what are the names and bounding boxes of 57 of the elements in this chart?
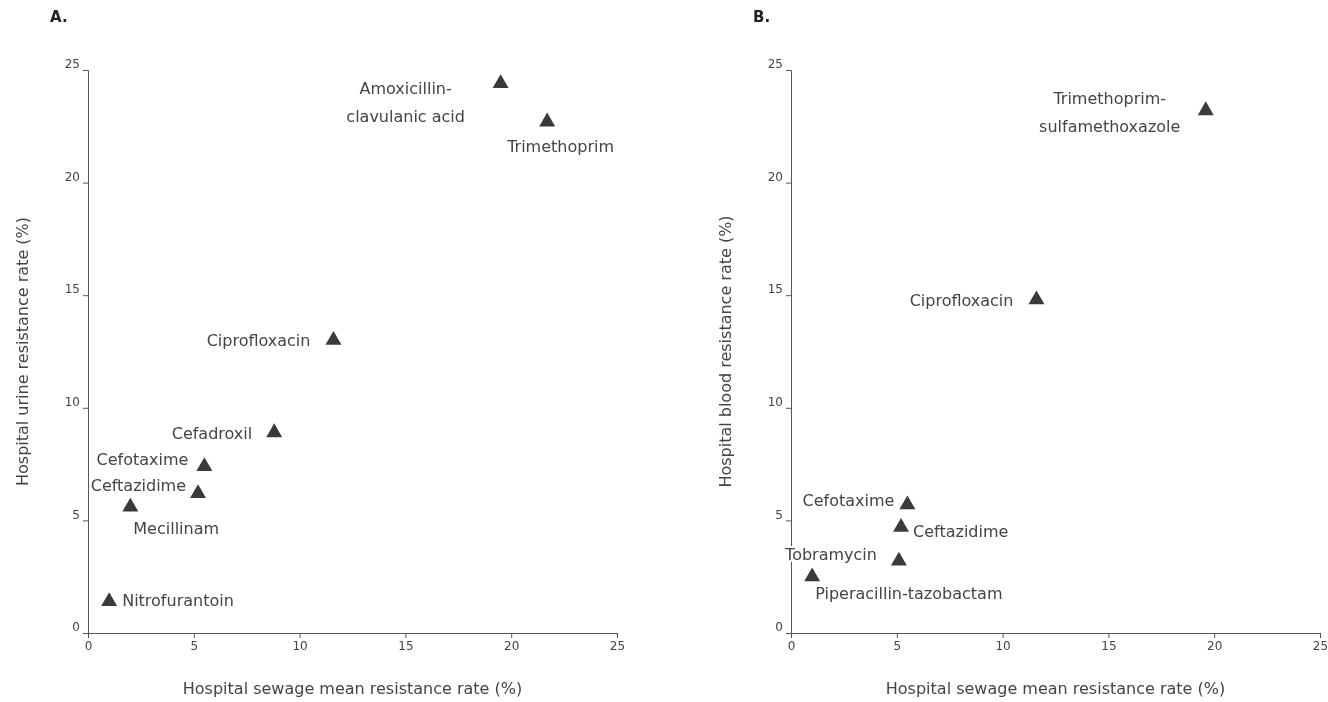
x-tick-label: 25 [609,638,626,653]
annotation: Nitrofurantoin [122,591,234,611]
annotation: Piperacillin-tazobactam [815,583,1003,603]
y-tick-label: 25 [64,57,80,72]
point [890,551,907,566]
y-tick-label: 15 [64,282,80,297]
annotation: Trimethoprim [506,136,615,156]
x-tick-label: 15 [1101,638,1117,653]
point [492,74,509,89]
chart-title: B. [753,8,771,26]
x-tick-label: 20 [1207,638,1223,653]
x-tick-label: 0 [787,638,796,653]
y-tick-label: 10 [767,394,783,409]
annotation: Ciprofloxacin [206,331,311,351]
x-tick-label: 5 [190,638,199,653]
point [325,331,342,345]
point [1197,101,1214,116]
y-tick-label: 5 [775,507,783,522]
y-tick-label: 5 [72,507,80,522]
x-tick-label: 10 [995,638,1011,653]
annotation: Ciprofloxacin [909,290,1014,310]
annotation: Ceftazidime [90,476,187,496]
y-tick-label: 0 [72,620,80,635]
x-axis-title: Hospital sewage mean resistance rate (%) [182,679,523,698]
chart-title: A. [50,8,68,26]
annotation: Cefotaxime [802,490,895,510]
y-tick-label: 20 [767,169,783,184]
x-tick-label: 25 [1312,638,1328,653]
point [122,497,139,512]
point [893,517,909,532]
x-tick-label: 5 [893,638,902,653]
point [899,495,916,510]
point [1028,290,1045,305]
point [196,457,213,471]
y-tick-label: 10 [64,394,80,409]
annotation: Cefotaxime [96,450,189,470]
x-tick-label: 15 [398,638,414,653]
y-tick-label: 0 [775,620,783,635]
x-tick-label: 10 [292,638,308,653]
x-tick-label: 20 [504,638,520,653]
annotation: Cefadroxil [171,423,253,443]
point [101,592,118,607]
y-axis-title: Hospital urine resistance rate (%) [13,216,32,487]
point [539,112,556,127]
y-tick-label: 15 [767,282,783,297]
annotation: Mecillinam [133,518,220,538]
x-axis-title: Hospital sewage mean resistance rate (%) [885,679,1226,698]
annotation: Trimethoprim-sulfamethoxazole [1039,88,1181,136]
point [804,567,821,582]
point [266,423,283,438]
annotation: Ceftazidime [913,522,1009,542]
y-tick-label: 20 [64,169,80,184]
x-tick-label: 0 [84,638,93,653]
annotation: Amoxicillin-clavulanic acid [346,78,465,126]
y-axis-title: Hospital blood resistance rate (%) [716,215,735,488]
point [190,484,206,498]
y-tick-label: 25 [767,57,783,72]
